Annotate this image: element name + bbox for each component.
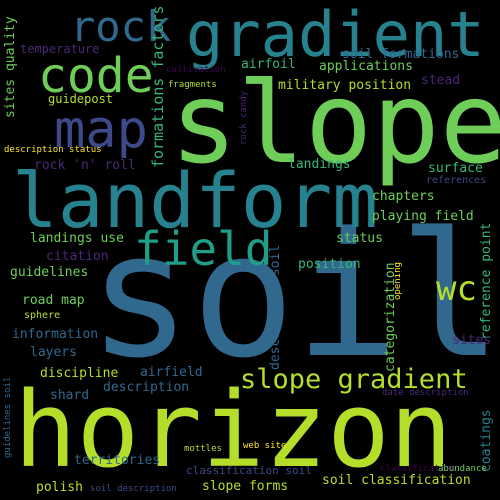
word-stead: stead <box>421 73 461 88</box>
word-description: description <box>103 380 190 395</box>
word-soil-classification: soil classification <box>322 473 471 488</box>
word-gradient: gradient <box>186 0 485 71</box>
word-temperature: temperature <box>20 42 100 56</box>
word-horizon: horizon <box>14 369 453 491</box>
word-landform: landform <box>12 156 379 245</box>
word-mottles: mottles <box>184 444 222 454</box>
word-rock-n-roll: rock 'n' roll <box>34 158 136 173</box>
word-formations-factors: formations factors <box>149 5 167 168</box>
word-soil: soil <box>88 195 500 396</box>
word-discipline: discipline <box>40 366 119 381</box>
word-classification: classification <box>380 464 456 474</box>
word-soil-description: soil description <box>90 484 177 494</box>
word-chapters: chapters <box>372 189 435 204</box>
word-coatings: coatings <box>479 409 494 472</box>
word-surface: surface <box>428 161 483 176</box>
word-field: field <box>134 222 273 276</box>
word-rock: rock <box>70 2 172 51</box>
word-slope-gradient: slope gradient <box>240 364 468 395</box>
word-wc: wc <box>436 269 477 309</box>
word-sphere: sphere <box>24 310 61 321</box>
word-slope-forms: slope forms <box>202 479 289 494</box>
word-soil-formations: soil formations <box>342 47 460 62</box>
word-playing-field: playing field <box>372 209 474 224</box>
word-abundance: abundance <box>438 464 487 474</box>
word-classification-soil: classification soil <box>186 464 312 477</box>
word-reference-point: reference point <box>479 222 494 340</box>
word-citation: citation <box>46 249 109 264</box>
word-cultivation: cultivation <box>166 65 226 75</box>
word-layers: layers <box>30 345 77 360</box>
word-map: map <box>54 100 148 160</box>
word-landings-use: landings use <box>30 231 124 246</box>
word-airfield: airfield <box>140 365 203 380</box>
word-position: position <box>298 257 361 272</box>
word-slope: slope <box>170 59 500 189</box>
word-airfoil: airfoil <box>241 57 296 72</box>
word-landings-top: landings <box>288 157 351 172</box>
word-military-position: military position <box>278 78 412 93</box>
word-rock-candy: rock candy <box>239 90 249 145</box>
word-description-status: description status <box>4 145 102 155</box>
word-opening: opening <box>393 262 403 300</box>
word-sites: sites <box>452 333 492 348</box>
word-status: status <box>336 231 383 246</box>
word-shard: shard <box>50 388 90 403</box>
word-description-soil: description soil <box>268 244 283 370</box>
word-references: references <box>426 175 487 186</box>
word-date-description: date description <box>382 388 469 398</box>
word-guidelines-soil: guidelines soil <box>3 376 13 458</box>
word-road-map: road map <box>22 293 85 308</box>
word-guidelines: guidelines <box>10 265 89 280</box>
word-fragments: fragments <box>168 80 217 90</box>
word-web-site: web site <box>243 441 287 451</box>
word-territories: territories <box>74 453 161 468</box>
word-polish: polish <box>36 480 83 495</box>
word-information: information <box>12 327 99 342</box>
word-applications: applications <box>319 59 413 74</box>
word-code: code <box>38 48 154 104</box>
word-guidepost: guidepost <box>48 92 114 106</box>
word-sites-quality: sites quality <box>3 16 18 118</box>
